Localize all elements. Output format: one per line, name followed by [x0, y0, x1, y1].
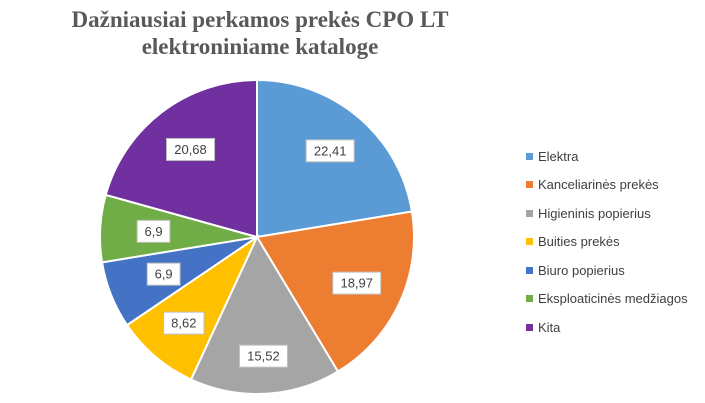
data-label: 6,9	[136, 219, 171, 243]
data-label-box	[166, 137, 216, 161]
data-label: 6,9	[146, 262, 181, 286]
legend-label: Eksploaticinės medžiagos	[538, 291, 688, 307]
data-label-box	[332, 271, 382, 295]
data-label-text: 18,97	[340, 276, 373, 291]
data-label: 18,97	[332, 271, 382, 295]
data-label: 22,41	[305, 139, 355, 163]
data-label-text: 6,9	[155, 267, 173, 282]
data-label-box	[136, 219, 171, 243]
legend-label: Higieninis popierius	[538, 205, 651, 221]
legend-item: Buities prekės	[526, 228, 688, 257]
legend-swatch	[526, 209, 533, 217]
legend-swatch	[526, 181, 533, 189]
legend-swatch	[526, 238, 533, 246]
data-label-text: 8,62	[171, 316, 196, 331]
legend-swatch	[526, 266, 533, 274]
data-label: 8,62	[163, 311, 205, 335]
legend-swatch	[526, 323, 533, 331]
legend-item: Eksploaticinės medžiagos	[526, 285, 688, 314]
data-label-text: 15,52	[247, 349, 280, 364]
data-label-box	[163, 311, 205, 335]
legend-swatch	[526, 152, 533, 160]
data-label-text: 20,68	[174, 142, 207, 157]
data-label: 20,68	[166, 137, 216, 161]
data-label-box	[305, 139, 355, 163]
chart-title: Dažniausiai perkamos prekės CPO LT elekt…	[71, 7, 449, 59]
legend-label: Elektra	[538, 148, 579, 164]
data-label-box	[146, 262, 181, 286]
legend-label: Kita	[538, 319, 561, 335]
legend-swatch	[526, 295, 533, 303]
legend-label: Buities prekės	[538, 234, 620, 250]
pie-slice	[189, 234, 340, 395]
data-label-text: 6,9	[144, 224, 162, 239]
legend-label: Biuro popierius	[538, 262, 625, 278]
legend-item: Biuro popierius	[526, 256, 688, 285]
data-label-text: 22,41	[314, 143, 347, 158]
pie-slice	[125, 234, 260, 381]
chart-legend: Elektra Kanceliarinės prekės Higieninis …	[526, 142, 688, 342]
legend-label: Kanceliarinės prekės	[538, 177, 659, 193]
legend-item: Elektra	[526, 142, 688, 171]
legend-item: Kanceliarinės prekės	[526, 171, 688, 200]
data-label-box	[238, 344, 288, 368]
legend-item: Higieninis popierius	[526, 199, 688, 228]
legend-item: Kita	[526, 313, 688, 342]
data-label: 15,52	[238, 344, 288, 368]
